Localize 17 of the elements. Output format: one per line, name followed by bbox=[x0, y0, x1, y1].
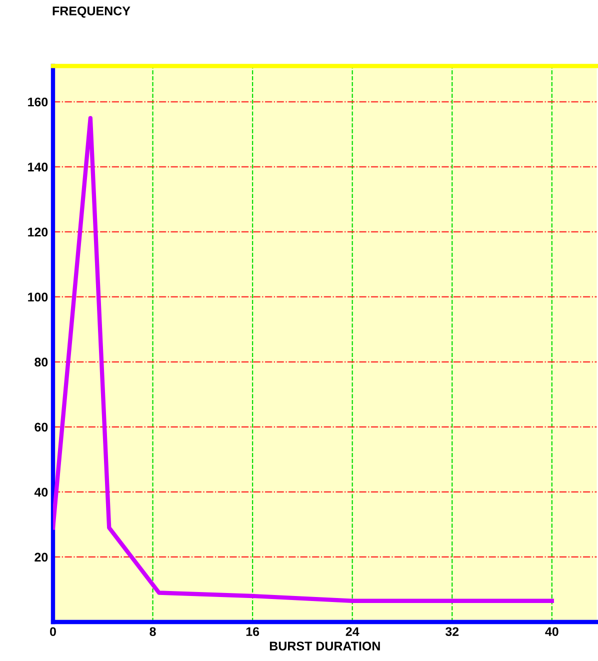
y-tick-label: 40 bbox=[34, 488, 48, 497]
x-tick-label: 24 bbox=[346, 627, 360, 636]
x-tick-label: 0 bbox=[50, 627, 56, 636]
y-tick-label: 20 bbox=[34, 552, 48, 562]
y-tick-label: 80 bbox=[34, 358, 48, 367]
x-axis-title: BURST DURATION bbox=[270, 642, 380, 650]
x-tick-label: 40 bbox=[545, 627, 558, 636]
x-tick-label: 16 bbox=[246, 627, 260, 636]
y-axis-title: FREQUENCY bbox=[52, 6, 130, 18]
y-tick-label: 140 bbox=[28, 162, 48, 172]
line-series bbox=[53, 116, 554, 603]
y-tick-label: 60 bbox=[34, 422, 48, 432]
y-tick-label: 160 bbox=[28, 98, 48, 106]
x-tick-label: 8 bbox=[150, 627, 156, 636]
y-tick-label: 120 bbox=[28, 228, 48, 236]
y-tick-label: 100 bbox=[28, 292, 48, 302]
x-tick-label: 32 bbox=[445, 627, 459, 636]
